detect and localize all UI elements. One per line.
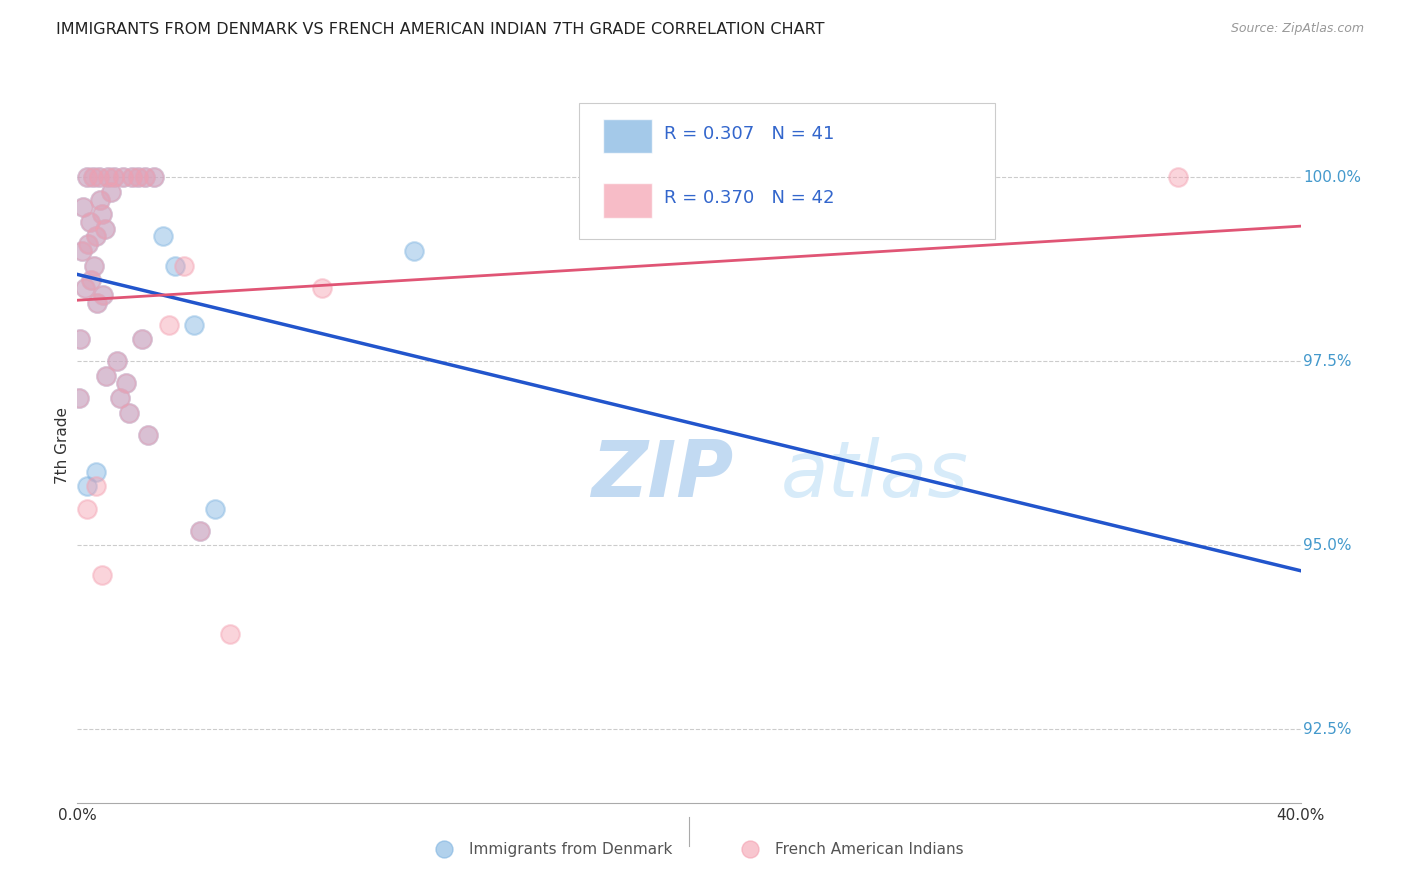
Point bbox=[157, 318, 180, 332]
Point bbox=[87, 170, 110, 185]
Point bbox=[127, 170, 149, 185]
Point bbox=[115, 376, 138, 391]
Text: 100.0%: 100.0% bbox=[1303, 170, 1361, 185]
Point bbox=[108, 391, 131, 405]
Point bbox=[90, 207, 112, 221]
Point bbox=[100, 185, 122, 199]
Point bbox=[127, 170, 149, 185]
Point bbox=[84, 229, 107, 244]
Point bbox=[188, 524, 211, 538]
Point bbox=[142, 170, 165, 185]
Point bbox=[311, 281, 333, 295]
Point bbox=[87, 170, 110, 185]
Text: 97.5%: 97.5% bbox=[1303, 354, 1351, 369]
Point bbox=[77, 236, 100, 251]
Point bbox=[82, 170, 104, 185]
Point bbox=[131, 332, 153, 346]
Point bbox=[219, 626, 242, 640]
Point bbox=[91, 288, 114, 302]
Point bbox=[105, 354, 128, 368]
Text: 92.5%: 92.5% bbox=[1303, 722, 1351, 737]
Point bbox=[96, 369, 118, 384]
Point bbox=[94, 222, 117, 236]
Y-axis label: 7th Grade: 7th Grade bbox=[55, 408, 70, 484]
Point bbox=[1167, 170, 1189, 185]
Point bbox=[103, 170, 125, 185]
Point bbox=[97, 170, 120, 185]
Point bbox=[84, 229, 107, 244]
Point bbox=[79, 214, 101, 228]
Point bbox=[188, 524, 211, 538]
Point bbox=[76, 170, 98, 185]
Point bbox=[152, 229, 174, 244]
Point bbox=[72, 200, 94, 214]
Point bbox=[73, 281, 96, 295]
Point bbox=[94, 222, 117, 236]
Point bbox=[77, 236, 100, 251]
Point bbox=[112, 170, 135, 185]
Point bbox=[173, 259, 195, 273]
Point bbox=[118, 406, 141, 420]
Point bbox=[72, 200, 94, 214]
Point bbox=[136, 428, 159, 442]
Text: IMMIGRANTS FROM DENMARK VS FRENCH AMERICAN INDIAN 7TH GRADE CORRELATION CHART: IMMIGRANTS FROM DENMARK VS FRENCH AMERIC… bbox=[56, 22, 825, 37]
Point bbox=[112, 170, 135, 185]
Point bbox=[142, 170, 165, 185]
Point bbox=[84, 479, 107, 493]
Text: atlas: atlas bbox=[780, 436, 969, 513]
Point bbox=[134, 170, 156, 185]
Text: ZIP: ZIP bbox=[591, 436, 734, 513]
Point bbox=[136, 428, 159, 442]
Point bbox=[69, 332, 91, 346]
Point bbox=[70, 244, 93, 258]
Point bbox=[121, 170, 143, 185]
Bar bbox=[603, 120, 652, 153]
Point bbox=[76, 501, 98, 516]
Point bbox=[134, 170, 156, 185]
Text: R = 0.307   N = 41: R = 0.307 N = 41 bbox=[665, 125, 835, 143]
Point bbox=[90, 207, 112, 221]
Point bbox=[105, 354, 128, 368]
Point bbox=[121, 170, 143, 185]
FancyBboxPatch shape bbox=[579, 103, 995, 239]
Point bbox=[79, 214, 101, 228]
Point bbox=[83, 259, 105, 273]
Point bbox=[67, 391, 90, 405]
Point bbox=[115, 376, 138, 391]
Point bbox=[402, 244, 425, 258]
Point bbox=[96, 369, 118, 384]
Point bbox=[76, 170, 98, 185]
Bar bbox=[603, 184, 652, 218]
Point bbox=[91, 288, 114, 302]
Text: R = 0.370   N = 42: R = 0.370 N = 42 bbox=[665, 189, 835, 207]
Text: 95.0%: 95.0% bbox=[1303, 538, 1351, 553]
Point bbox=[118, 406, 141, 420]
Point bbox=[103, 170, 125, 185]
Point bbox=[131, 332, 153, 346]
Point bbox=[84, 465, 107, 479]
Point bbox=[165, 259, 187, 273]
Point bbox=[86, 295, 108, 310]
Point bbox=[70, 244, 93, 258]
Point bbox=[90, 567, 112, 582]
Point bbox=[100, 185, 122, 199]
Text: Immigrants from Denmark: Immigrants from Denmark bbox=[468, 842, 672, 856]
Point bbox=[183, 318, 205, 332]
Point bbox=[89, 193, 111, 207]
Point bbox=[97, 170, 120, 185]
Point bbox=[80, 273, 103, 287]
Point bbox=[69, 332, 91, 346]
Point bbox=[86, 295, 108, 310]
Point bbox=[73, 281, 96, 295]
Point bbox=[204, 501, 226, 516]
Point bbox=[76, 479, 98, 493]
Point bbox=[82, 170, 104, 185]
Point bbox=[83, 259, 105, 273]
Point bbox=[80, 273, 103, 287]
Point bbox=[108, 391, 131, 405]
Point bbox=[89, 193, 111, 207]
Text: French American Indians: French American Indians bbox=[775, 842, 963, 856]
Text: Source: ZipAtlas.com: Source: ZipAtlas.com bbox=[1230, 22, 1364, 36]
Point bbox=[67, 391, 90, 405]
